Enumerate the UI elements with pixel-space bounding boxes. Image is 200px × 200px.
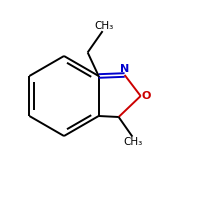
Text: CH₃: CH₃: [124, 137, 143, 147]
Text: O: O: [142, 91, 151, 101]
Text: N: N: [120, 64, 129, 74]
Text: CH₃: CH₃: [94, 21, 113, 31]
